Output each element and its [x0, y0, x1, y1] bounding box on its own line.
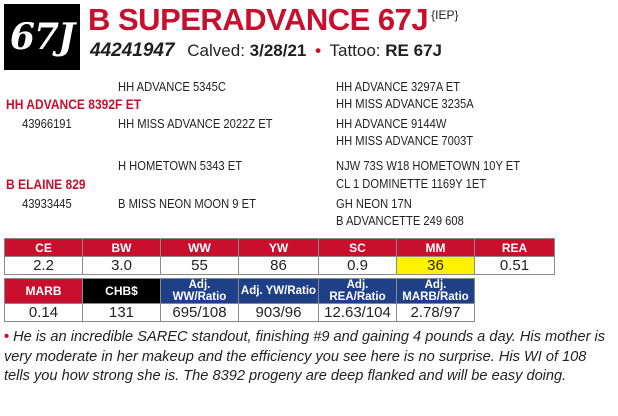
bullet-icon: • — [4, 329, 10, 345]
dam-dam: B MISS NEON MOON 9 ET — [118, 196, 256, 211]
epd-value-marb: 0.14 — [4, 303, 83, 322]
dam-dam-dam: B ADVANCETTE 249 608 — [336, 213, 464, 228]
tattoo-value: RE 67J — [385, 41, 442, 60]
epd-header-adj-yw: Adj. YW/Ratio — [238, 278, 319, 304]
epd-header-sc: SC — [318, 238, 397, 257]
sire-dam-sire: HH ADVANCE 9144W — [336, 116, 447, 131]
epd-table-2: MARB CHB$ Adj. WW/Ratio Adj. YW/Ratio Ad… — [4, 278, 475, 322]
separator-dot: • — [315, 41, 322, 60]
dam-sire: H HOMETOWN 5343 ET — [118, 158, 243, 173]
epd-header-row-2: MARB CHB$ Adj. WW/Ratio Adj. YW/Ratio Ad… — [4, 278, 475, 304]
epd-header-adj-rea: Adj. REA/Ratio — [318, 278, 397, 304]
epd-header-ww: WW — [160, 238, 239, 257]
dam: B ELAINE 829 — [6, 176, 86, 192]
epd-header-ce: CE — [4, 238, 83, 257]
sire: HH ADVANCE 8392F ET — [6, 96, 142, 112]
sire-dam-dam: HH MISS ADVANCE 7003T — [336, 133, 474, 148]
sire-reg: 43966191 — [22, 116, 72, 131]
epd-value-bw: 3.0 — [82, 256, 161, 275]
dam-dam-sire: GH NEON 17N — [336, 196, 412, 211]
epd-header-yw: YW — [238, 238, 319, 257]
epd-value-adj-ww: 695/108 — [160, 303, 239, 322]
epd-value-chb: 131 — [82, 303, 161, 322]
epd-header-adj-marb: Adj. MARB/Ratio — [396, 278, 475, 304]
epd-value-row: 2.2 3.0 55 86 0.9 36 0.51 — [4, 256, 555, 275]
sire-sire-sire: HH ADVANCE 3297A ET — [336, 79, 461, 94]
animal-tag: {IEP} — [431, 7, 459, 22]
epd-table-1: CE BW WW YW SC MM REA 2.2 3.0 55 86 0.9 … — [4, 238, 555, 275]
epd-value-yw: 86 — [238, 256, 319, 275]
sire-sire: HH ADVANCE 5345C — [118, 79, 226, 94]
epd-header-mm: MM — [396, 238, 475, 257]
lot-number: 67J — [4, 4, 80, 70]
animal-name-text: B SUPERADVANCE 67J — [88, 2, 429, 37]
tattoo-label: Tattoo: — [329, 41, 381, 60]
dam-sire-dam: CL 1 DOMINETTE 1169Y 1ET — [336, 176, 487, 191]
epd-header-row: CE BW WW YW SC MM REA — [4, 238, 555, 257]
registration-number: 44241947 — [90, 40, 175, 61]
sire-sire-dam: HH MISS ADVANCE 3235A — [336, 96, 474, 111]
calved-date: 3/28/21 — [249, 41, 307, 60]
epd-value-adj-marb: 2.78/97 — [396, 303, 475, 322]
epd-value-ce: 2.2 — [4, 256, 83, 275]
dam-sire-sire: NJW 73S W18 HOMETOWN 10Y ET — [336, 158, 521, 173]
epd-value-adj-rea: 12.63/104 — [318, 303, 397, 322]
epd-value-ww: 55 — [160, 256, 239, 275]
epd-value-rea: 0.51 — [474, 256, 555, 275]
sire-dam: HH MISS ADVANCE 2022Z ET — [118, 116, 273, 131]
epd-value-mm: 36 — [396, 256, 475, 275]
epd-header-marb: MARB — [4, 278, 83, 304]
animal-info-line: 44241947 Calved: 3/28/21 • Tattoo: RE 67… — [90, 40, 442, 62]
epd-value-sc: 0.9 — [318, 256, 397, 275]
dam-reg: 43933445 — [22, 196, 72, 211]
epd-header-rea: REA — [474, 238, 555, 257]
calved-label: Calved: — [187, 41, 245, 60]
description: • He is an incredible SAREC standout, fin… — [4, 328, 614, 387]
epd-value-row-2: 0.14 131 695/108 903/96 12.63/104 2.78/9… — [4, 303, 475, 322]
epd-value-adj-yw: 903/96 — [238, 303, 319, 322]
description-text: He is an incredible SAREC standout, fini… — [4, 329, 606, 384]
epd-header-bw: BW — [82, 238, 161, 257]
animal-name: B SUPERADVANCE 67J {IEP} — [88, 2, 459, 38]
epd-header-chb: CHB$ — [82, 278, 161, 304]
epd-header-adj-ww: Adj. WW/Ratio — [160, 278, 239, 304]
